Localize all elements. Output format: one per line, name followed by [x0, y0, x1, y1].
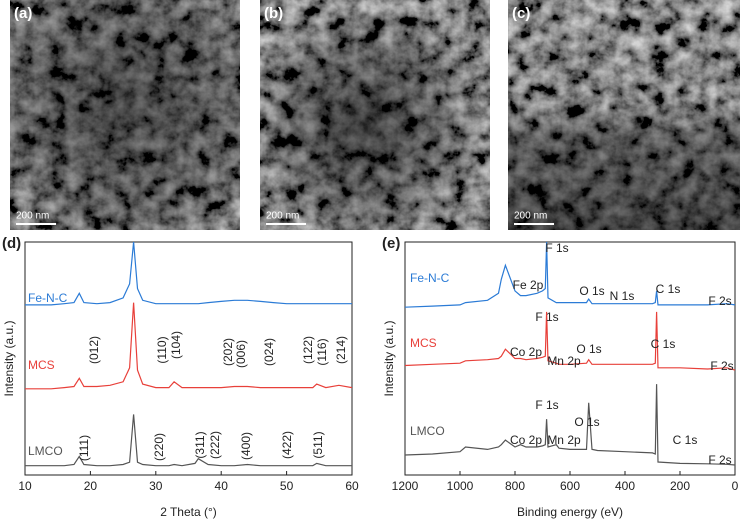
series-name: LMCO: [410, 424, 445, 438]
peak-annotation: (122): [301, 336, 315, 364]
x-axis-label: Binding energy (eV): [517, 505, 623, 519]
series-name: MCS: [28, 358, 55, 372]
x-tick-label: 30: [149, 479, 163, 493]
series-line: [25, 242, 352, 306]
panel-label: (d): [2, 235, 21, 252]
peak-annotation: (222): [208, 431, 222, 459]
series-line: [25, 302, 352, 390]
series-line: [405, 384, 735, 466]
y-axis-label: Intensity (a.u.): [2, 320, 16, 396]
peak-annotation: Co 2p: [510, 345, 542, 359]
peak-annotation: N 1s: [610, 289, 635, 303]
series-line: [405, 311, 735, 371]
peak-annotation: (116): [315, 338, 329, 365]
tem-image: [508, 0, 740, 230]
peak-annotation: F 1s: [545, 241, 568, 255]
x-tick-label: 600: [560, 479, 580, 493]
x-tick-label: 60: [345, 479, 359, 493]
x-tick-label: 50: [280, 479, 294, 493]
peak-annotation: C 1s: [651, 337, 676, 351]
series-name: Fe-N-C: [28, 291, 68, 305]
chart: (e) 1200 1000 800 600 400 200 0 Binding energy (…: [382, 235, 739, 519]
peak-annotation: (214): [334, 336, 348, 364]
peak-annotation: (104): [169, 331, 183, 359]
peak-annotation: Mn 2p: [547, 433, 581, 447]
peak-annotation: (422): [280, 431, 294, 459]
peak-annotation: O 1s: [574, 415, 599, 429]
tem-image: [10, 0, 240, 230]
series-name: LMCO: [28, 444, 63, 458]
peak-annotation: C 1s: [656, 282, 681, 296]
peak-annotation: (511): [311, 431, 325, 458]
x-tick-label: 1000: [447, 479, 474, 493]
peak-annotation: (111): [77, 435, 91, 461]
peak-annotation: Mn 2p: [547, 354, 581, 368]
scale-bar-label: 200 nm: [16, 211, 49, 222]
peak-annotation: F 2s: [708, 453, 731, 467]
x-tick-label: 400: [615, 479, 635, 493]
x-tick-label: 800: [505, 479, 525, 493]
x-tick-label: 1200: [392, 479, 419, 493]
peak-annotation: C 1s: [673, 433, 698, 447]
peak-annotation: F 2s: [708, 294, 731, 308]
peak-annotation: F 2s: [710, 359, 733, 373]
panel-label: (e): [382, 235, 400, 252]
panel-label: (a): [14, 5, 32, 22]
x-tick-label: 10: [18, 479, 32, 493]
peak-annotation: (202): [221, 338, 235, 366]
peak-annotation: (311): [193, 431, 207, 458]
scale-bar-label: 200 nm: [514, 211, 547, 222]
series-line: [405, 242, 735, 308]
plot-frame: [24, 241, 353, 476]
peak-annotation: Co 2p: [510, 433, 542, 447]
peak-annotation: F 1s: [535, 398, 558, 412]
series-name: MCS: [410, 336, 437, 350]
peak-annotation: (220): [152, 433, 166, 461]
peak-annotation: (400): [239, 432, 253, 460]
panel-label: (b): [264, 5, 283, 22]
peak-annotation: O 1s: [576, 342, 601, 356]
peak-annotation: (012): [87, 336, 101, 364]
peak-annotation: Fe 2p: [513, 278, 544, 292]
peak-annotation: (110): [155, 336, 169, 363]
series-line: [25, 414, 352, 467]
peak-annotation: (006): [234, 340, 248, 368]
series-name: Fe-N-C: [410, 271, 450, 285]
panel-label: (c): [512, 5, 530, 22]
tem-images: [10, 0, 740, 230]
x-tick-label: 40: [215, 479, 229, 493]
x-tick-label: 200: [670, 479, 690, 493]
x-tick-label: 0: [732, 479, 739, 493]
y-axis-label: Intensity (a.u.): [382, 320, 396, 396]
tem-image: [260, 0, 490, 230]
peak-annotation: F 1s: [535, 310, 558, 324]
scale-bar-label: 200 nm: [266, 211, 299, 222]
chart: (d) 10 20 30 40 50 60 2 Theta (°) Intensity (a.u…: [2, 235, 359, 519]
peak-annotation: O 1s: [579, 284, 604, 298]
x-axis-label: 2 Theta (°): [160, 505, 217, 519]
x-tick-label: 20: [84, 479, 98, 493]
peak-annotation: (024): [262, 338, 276, 366]
